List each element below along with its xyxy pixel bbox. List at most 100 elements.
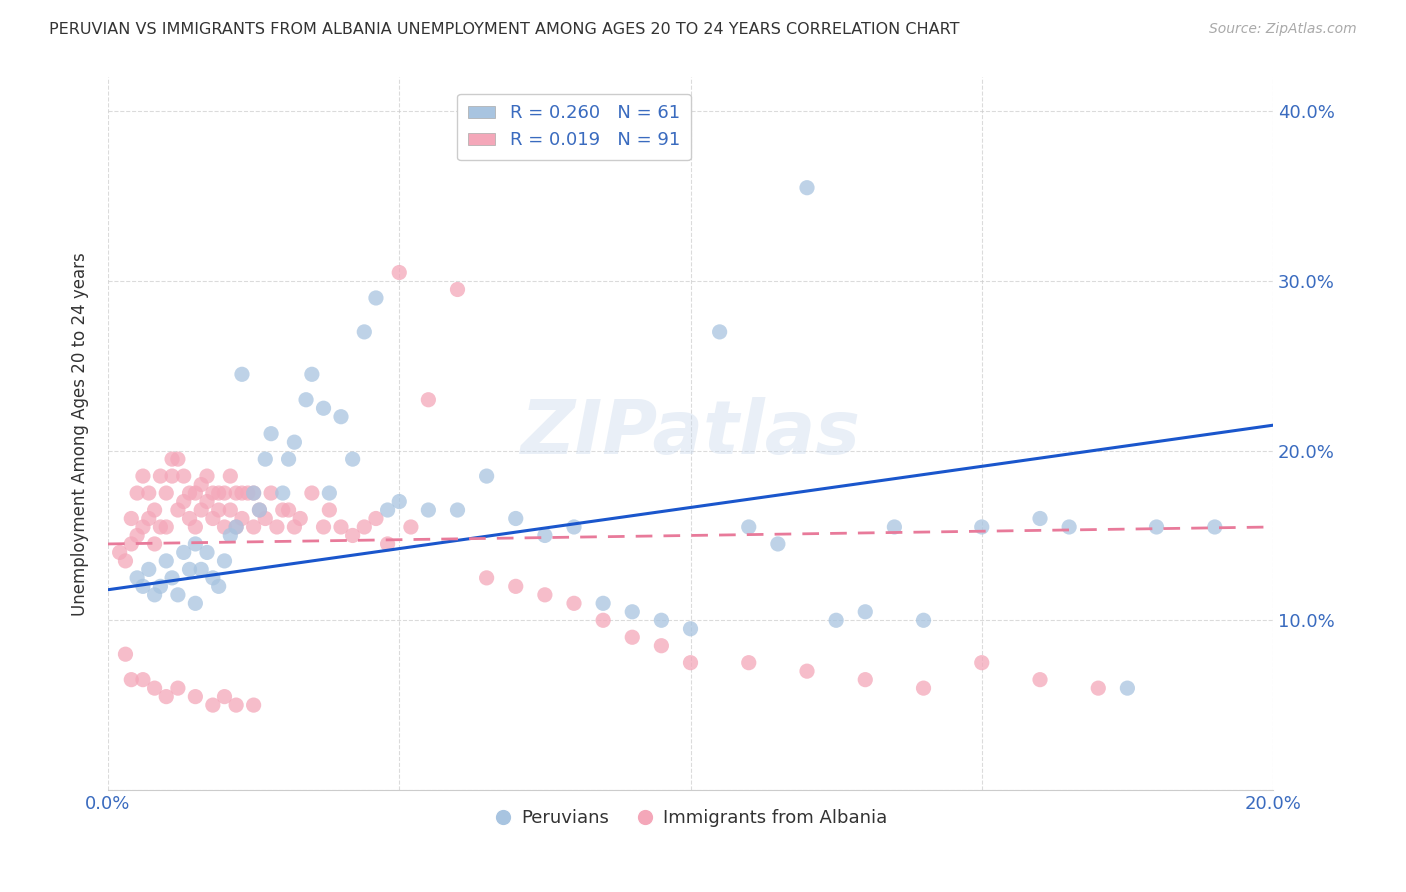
Text: ZIPatlas: ZIPatlas (520, 397, 860, 470)
Point (167, 452, 190, 467)
Point (120, 673, 142, 687)
Point (399, 520, 422, 534)
Point (1087, 681, 1109, 695)
Point (825, 613, 848, 627)
Point (155, 520, 177, 534)
Point (195, 494, 218, 508)
Point (173, 469, 195, 483)
Point (562, 520, 585, 534)
Point (208, 579, 231, 593)
Point (143, 588, 166, 602)
Point (377, 503, 399, 517)
Point (249, 503, 271, 517)
Point (650, 613, 672, 627)
Point (132, 579, 155, 593)
Point (108, 545, 131, 559)
Point (155, 690, 177, 704)
Point (225, 520, 247, 534)
Point (1057, 520, 1080, 534)
Point (149, 520, 172, 534)
Point (160, 469, 183, 483)
Point (796, 180, 818, 194)
Point (179, 562, 201, 576)
Point (208, 486, 231, 500)
Point (592, 596, 614, 610)
Point (534, 588, 557, 602)
Point (505, 511, 527, 525)
Point (184, 690, 207, 704)
Point (446, 283, 468, 297)
Point (155, 554, 177, 568)
Point (231, 368, 253, 382)
Point (201, 486, 224, 500)
Point (160, 452, 183, 467)
Point (143, 681, 166, 695)
Point (195, 469, 218, 483)
Point (266, 520, 288, 534)
Point (1116, 681, 1139, 695)
Point (225, 698, 247, 712)
Point (650, 639, 672, 653)
Point (254, 452, 277, 467)
Point (184, 486, 207, 500)
Point (214, 520, 236, 534)
Point (167, 503, 190, 517)
Point (330, 520, 353, 534)
Point (236, 486, 259, 500)
Point (201, 511, 224, 525)
Point (353, 520, 375, 534)
Point (418, 392, 440, 407)
Point (143, 503, 166, 517)
Point (195, 545, 218, 559)
Point (219, 528, 242, 542)
Point (132, 520, 155, 534)
Legend: Peruvians, Immigrants from Albania: Peruvians, Immigrants from Albania (486, 802, 894, 834)
Point (312, 401, 335, 416)
Point (201, 698, 224, 712)
Point (290, 511, 312, 525)
Point (167, 588, 190, 602)
Point (853, 605, 876, 619)
Point (260, 486, 283, 500)
Text: Source: ZipAtlas.com: Source: ZipAtlas.com (1209, 22, 1357, 37)
Point (184, 596, 207, 610)
Point (138, 511, 160, 525)
Point (127, 571, 149, 585)
Point (738, 520, 761, 534)
Point (225, 520, 247, 534)
Point (342, 528, 364, 542)
Point (330, 409, 353, 424)
Point (475, 469, 498, 483)
Point (271, 503, 294, 517)
Point (283, 520, 305, 534)
Point (120, 511, 142, 525)
Point (190, 562, 212, 576)
Point (225, 486, 247, 500)
Point (418, 503, 440, 517)
Point (260, 426, 283, 441)
Point (208, 503, 231, 517)
Point (446, 503, 468, 517)
Point (388, 494, 411, 508)
Point (621, 630, 644, 644)
Point (127, 528, 149, 542)
Point (364, 511, 387, 525)
Point (242, 486, 264, 500)
Point (295, 392, 318, 407)
Point (970, 520, 993, 534)
Point (219, 469, 242, 483)
Point (301, 486, 323, 500)
Point (283, 435, 305, 450)
Point (114, 647, 136, 661)
Point (621, 605, 644, 619)
Point (127, 486, 149, 500)
Point (475, 571, 498, 585)
Point (190, 503, 212, 517)
Point (138, 562, 160, 576)
Point (318, 503, 340, 517)
Point (364, 291, 387, 305)
Point (167, 681, 190, 695)
Point (214, 486, 236, 500)
Point (214, 690, 236, 704)
Point (114, 554, 136, 568)
